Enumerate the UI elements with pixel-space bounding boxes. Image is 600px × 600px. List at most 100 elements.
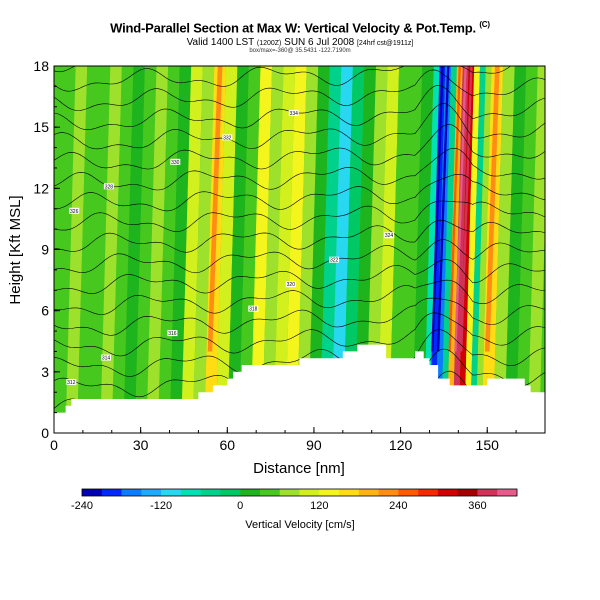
- velocity-column: [261, 66, 284, 433]
- contour-label-box: [103, 183, 114, 190]
- velocity-column: [493, 66, 515, 433]
- colorbar-swatch: [418, 489, 439, 496]
- velocity-column: [539, 223, 545, 433]
- contour-label-box: [329, 256, 340, 263]
- velocity-column: [157, 66, 180, 433]
- y-tick-label: 12: [33, 180, 49, 196]
- contour-label-box: [66, 379, 77, 386]
- velocity-column: [331, 66, 353, 433]
- x-tick-label: 0: [50, 437, 58, 453]
- colorbar-swatch: [259, 489, 281, 496]
- x-axis-title: Distance [nm]: [253, 460, 345, 477]
- colorbar-frame: [81, 488, 518, 497]
- velocity-column: [123, 66, 145, 433]
- velocity-column: [111, 66, 134, 433]
- y-tick-label: 3: [41, 364, 49, 380]
- y-tick-label: 0: [41, 425, 49, 441]
- velocity-core: [436, 66, 450, 352]
- colorbar: -240 -120 0 120 240 360: [71, 488, 518, 512]
- contour-label-text: 322: [330, 258, 339, 264]
- contour-label: 332: [222, 134, 233, 141]
- velocity-column: [192, 66, 215, 433]
- colorbar-swatch: [477, 489, 498, 496]
- isentrope-line: [54, 219, 545, 253]
- contour-label-box: [222, 134, 233, 141]
- colorbar-swatch: [180, 489, 201, 496]
- contour-label-text: 330: [171, 160, 180, 166]
- y-tick-label: 6: [41, 303, 49, 319]
- contour-label-box: [285, 281, 296, 288]
- colorbar-tick-label: 0: [237, 500, 243, 512]
- x-tick-label: 30: [133, 437, 149, 453]
- velocity-core: [454, 66, 467, 352]
- contour-label: 326: [69, 207, 80, 215]
- contour-label-box: [384, 232, 395, 239]
- contour-label-box: [69, 207, 80, 214]
- y-tick-label: 18: [33, 58, 49, 74]
- velocity-column: [227, 66, 249, 433]
- colorbar-swatch: [161, 489, 182, 496]
- velocity-column: [464, 66, 481, 433]
- velocity-column: [354, 66, 377, 433]
- velocity-column: [77, 66, 99, 433]
- contour-label-text: 320: [287, 282, 296, 288]
- colorbar-swatch: [240, 489, 261, 496]
- isentrope-line: [54, 173, 545, 212]
- colorbar-tick-label: 240: [389, 500, 407, 512]
- contour-label-box: [167, 330, 178, 337]
- velocity-column: [296, 66, 319, 433]
- contour-label-text: 312: [67, 380, 76, 386]
- colorbar-swatch: [457, 489, 478, 496]
- contour-label-text: 334: [290, 111, 299, 117]
- velocity-column: [169, 66, 192, 433]
- y-tick-label: 15: [33, 119, 49, 135]
- velocity-column: [238, 66, 261, 433]
- velocity-column: [319, 66, 342, 433]
- colorbar-swatch: [101, 489, 122, 496]
- isentrope-line: [54, 84, 545, 130]
- velocity-column: [400, 66, 423, 433]
- velocity-column: [181, 66, 203, 433]
- contour-label: 330: [170, 158, 181, 166]
- velocity-column: [475, 66, 492, 433]
- colorbar-swatch: [398, 489, 419, 496]
- velocity-column: [423, 66, 440, 433]
- contour-label: 320: [285, 281, 296, 288]
- contour-label: 328: [103, 183, 114, 190]
- contour-label-box: [248, 305, 259, 312]
- velocity-core: [431, 66, 444, 352]
- contour-label-box: [288, 109, 299, 116]
- isentrope-line: [54, 148, 545, 191]
- colorbar-swatch: [437, 489, 458, 496]
- colorbar-title: Vertical Velocity [cm/s]: [245, 519, 354, 531]
- velocity-column: [308, 66, 330, 433]
- isentrope-line: [54, 297, 545, 336]
- colorbar-swatch: [82, 489, 103, 496]
- velocity-column: [134, 66, 157, 433]
- colorbar-swatch: [378, 489, 399, 496]
- contour-label: 318: [248, 305, 259, 313]
- velocity-column: [88, 66, 111, 433]
- contour-label-text: 326: [70, 209, 79, 215]
- colorbar-swatch: [141, 489, 162, 496]
- colorbar-tick-label: -240: [71, 500, 93, 512]
- y-tick-label: 9: [41, 242, 49, 258]
- isentrope-line: [54, 239, 545, 274]
- contour-label-text: 314: [102, 356, 111, 362]
- contour-label-box: [100, 354, 111, 361]
- isentrope-line: [54, 124, 545, 170]
- contour-label: 312: [66, 379, 77, 386]
- x-axis: 0 30 60 90 120 150: [50, 427, 546, 453]
- terrain-profile: [54, 344, 545, 433]
- isentrope-line: [54, 279, 545, 315]
- contour-label: 314: [100, 354, 111, 362]
- isentrope-line: [54, 259, 545, 294]
- colorbar-swatch: [497, 489, 518, 496]
- isentrope-contours: 312 314 316 318 320 322 324 326 328 330 332 334: [54, 66, 545, 418]
- chart-info-line: box/max=-360@ 35.5431 -122.7190m: [249, 48, 351, 54]
- colorbar-swatch: [279, 489, 300, 496]
- velocity-core: [448, 66, 461, 352]
- colorbar-swatch: [220, 489, 241, 496]
- velocity-core: [207, 66, 223, 352]
